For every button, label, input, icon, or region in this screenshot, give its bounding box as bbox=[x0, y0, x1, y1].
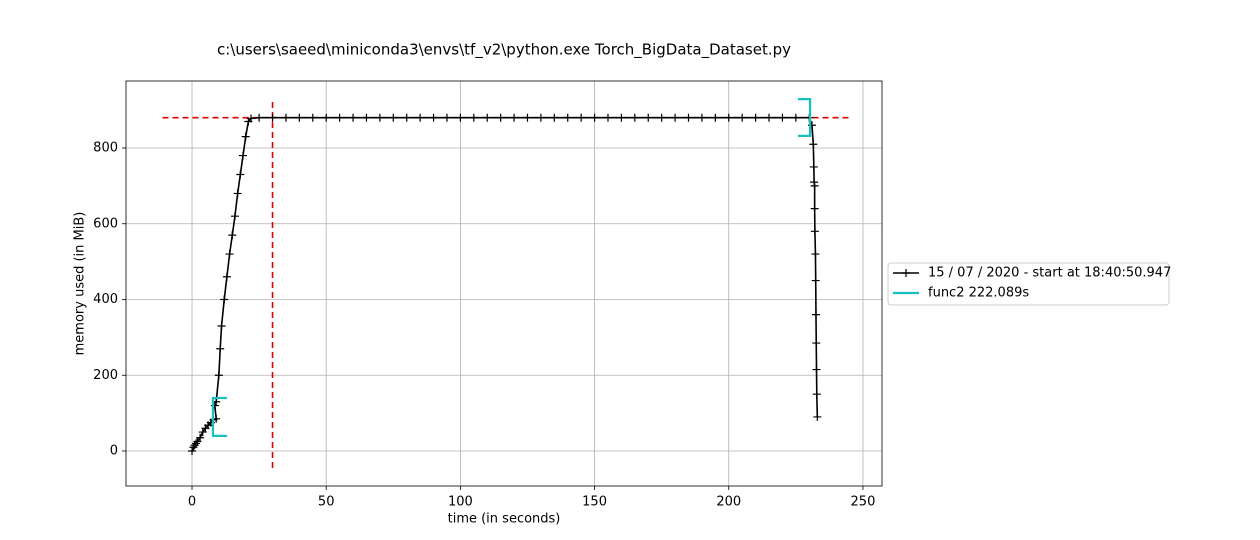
point-marker bbox=[813, 412, 822, 421]
x-axis-label: time (in seconds) bbox=[448, 512, 561, 527]
point-marker bbox=[429, 113, 438, 122]
point-marker bbox=[222, 272, 231, 281]
function-bracket bbox=[211, 396, 227, 437]
point-marker bbox=[809, 162, 818, 171]
point-marker bbox=[236, 170, 245, 179]
point-marker bbox=[523, 113, 532, 122]
point-marker bbox=[255, 113, 264, 122]
point-marker bbox=[247, 114, 256, 123]
point-marker bbox=[281, 113, 290, 122]
point-marker bbox=[811, 310, 820, 319]
point-marker bbox=[550, 113, 559, 122]
point-marker bbox=[442, 113, 451, 122]
x-tick-label: 200 bbox=[716, 495, 741, 510]
point-marker bbox=[469, 113, 478, 122]
point-marker bbox=[751, 113, 760, 122]
plot-area bbox=[162, 98, 850, 469]
point-marker bbox=[812, 339, 821, 348]
grid bbox=[122, 81, 882, 490]
point-marker bbox=[483, 113, 492, 122]
point-marker bbox=[402, 113, 411, 122]
point-marker bbox=[225, 250, 234, 259]
point-marker bbox=[630, 113, 639, 122]
point-marker bbox=[812, 365, 821, 374]
point-marker bbox=[811, 276, 820, 285]
point-marker bbox=[196, 433, 205, 442]
point-marker bbox=[809, 140, 818, 149]
point-marker bbox=[811, 250, 820, 259]
point-marker bbox=[268, 113, 277, 122]
y-tick-label: 400 bbox=[93, 292, 118, 307]
y-tick-label: 0 bbox=[110, 444, 118, 459]
x-tick-label: 150 bbox=[582, 495, 607, 510]
point-marker bbox=[295, 113, 304, 122]
point-marker bbox=[603, 113, 612, 122]
point-marker bbox=[510, 113, 519, 122]
point-marker bbox=[335, 113, 344, 122]
point-marker bbox=[322, 113, 331, 122]
point-marker bbox=[697, 113, 706, 122]
legend-label: 15 / 07 / 2020 - start at 18:40:50.947 bbox=[928, 266, 1171, 281]
point-marker bbox=[192, 439, 201, 448]
y-tick-label: 200 bbox=[93, 368, 118, 383]
point-marker bbox=[239, 151, 248, 160]
point-marker bbox=[617, 113, 626, 122]
point-marker bbox=[496, 113, 505, 122]
point-marker bbox=[220, 295, 229, 304]
point-marker bbox=[644, 113, 653, 122]
legend-label: func2 222.089s bbox=[928, 286, 1029, 301]
point-marker bbox=[228, 231, 237, 240]
point-marker bbox=[765, 113, 774, 122]
point-marker bbox=[724, 113, 733, 122]
legend: 15 / 07 / 2020 - start at 18:40:50.947 fu… bbox=[887, 262, 1171, 306]
point-marker bbox=[684, 113, 693, 122]
point-marker bbox=[778, 113, 787, 122]
point-marker bbox=[563, 113, 572, 122]
point-marker bbox=[456, 113, 465, 122]
point-marker bbox=[389, 113, 398, 122]
chart-title: c:\users\saeed\miniconda3\envs\tf_v2\pyt… bbox=[217, 41, 791, 60]
point-marker bbox=[791, 113, 800, 122]
point-marker bbox=[233, 189, 242, 198]
point-marker bbox=[810, 204, 819, 213]
point-marker bbox=[188, 447, 197, 456]
point-marker bbox=[416, 113, 425, 122]
y-tick-label: 600 bbox=[93, 216, 118, 231]
point-marker bbox=[230, 212, 239, 221]
x-tick-label: 100 bbox=[448, 495, 473, 510]
x-tick-label: 0 bbox=[188, 495, 196, 510]
x-tick-label: 50 bbox=[318, 495, 335, 510]
point-marker bbox=[375, 113, 384, 122]
point-marker bbox=[241, 132, 250, 141]
axes-frame bbox=[125, 80, 883, 487]
point-marker bbox=[657, 113, 666, 122]
point-marker bbox=[711, 113, 720, 122]
point-marker bbox=[577, 113, 586, 122]
legend-marker bbox=[902, 269, 910, 277]
point-marker bbox=[738, 113, 747, 122]
point-marker bbox=[810, 227, 819, 236]
y-axis-label: memory used (in MiB) bbox=[73, 212, 88, 356]
x-tick-label: 250 bbox=[851, 495, 876, 510]
point-marker bbox=[810, 181, 819, 190]
point-marker bbox=[362, 113, 371, 122]
point-marker bbox=[308, 113, 317, 122]
legend-box bbox=[887, 262, 1170, 306]
point-marker bbox=[536, 113, 545, 122]
point-marker bbox=[671, 113, 680, 122]
point-marker bbox=[214, 371, 223, 380]
point-marker bbox=[812, 390, 821, 399]
point-marker bbox=[349, 113, 358, 122]
point-marker bbox=[590, 113, 599, 122]
point-marker bbox=[217, 322, 226, 331]
point-marker bbox=[216, 344, 225, 353]
function-bracket bbox=[798, 98, 812, 137]
y-tick-label: 800 bbox=[93, 141, 118, 156]
